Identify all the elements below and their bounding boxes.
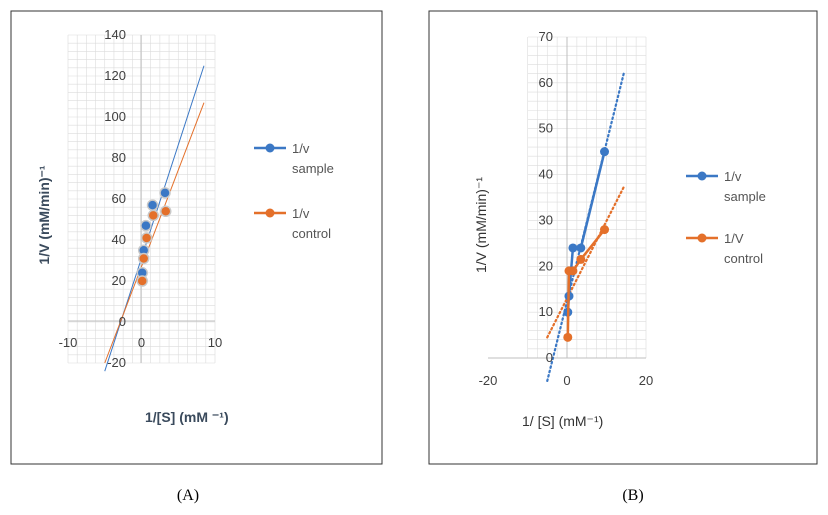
legend-label-control: control [292,226,331,241]
y-axis-label-a: 1/V (mM/min)⁻¹ [36,165,52,265]
y-tick-label: 40 [112,232,126,247]
chart-frame-b [428,10,818,465]
x-tick-label: 20 [639,373,653,388]
y-tick-label: 40 [539,167,553,182]
data-point-control [563,332,573,342]
chart-panel-b: 0 10 20 30 40 50 60 70 -20 0 20 1/ [S] (mM⁻¹) 1/V… [428,10,818,465]
axes-b [488,37,646,359]
caption-b: (B) [622,487,643,504]
legend-marker-control [697,233,707,243]
axes-a [68,35,215,363]
x-tick-label: -20 [479,373,498,388]
data-point-sample [576,243,586,253]
data-point-control [576,254,586,264]
y-tick-label: 30 [539,212,553,227]
data-point-sample [159,187,171,199]
x-tick-labels-b: -20 0 20 [479,373,654,388]
legend-label-control: control [724,251,763,266]
x-tick-label: 0 [138,335,145,350]
legend-marker-sample [265,143,275,153]
legend-label-sample: sample [724,189,766,204]
data-point-control [140,232,153,244]
y-tick-label: 100 [104,109,126,124]
legend-a: 1/v sample 1/v control [254,141,334,241]
data-point-sample [600,147,610,157]
data-point-control [136,275,148,287]
y-tick-label: 120 [104,68,126,83]
data-point-sample [140,219,152,232]
legend-label-sample: 1/v [724,169,742,184]
legend-marker-sample [697,171,707,181]
trendline-control [546,184,626,339]
y-tick-label: 0 [119,314,126,329]
y-tick-label: 140 [104,27,126,42]
legend-label-sample: sample [292,161,334,176]
x-tick-label: 0 [563,373,570,388]
data-point-control [137,252,150,265]
legend-b: 1/v sample 1/V control [686,169,766,266]
data-point-sample [146,199,159,211]
series-a [136,187,172,287]
y-tick-label: 20 [112,273,126,288]
x-tick-labels-a: -10 0 10 [59,335,223,350]
x-axis-label-b: 1/ [S] (mM⁻¹) [522,413,603,429]
x-tick-label: -10 [59,335,78,350]
data-point-control [568,266,578,276]
y-tick-label: 50 [539,121,553,136]
y-tick-label: 20 [539,258,553,273]
y-tick-label: 60 [539,75,553,90]
x-axis-label-a: 1/[S] (mM ⁻¹) [145,409,229,425]
legend-label-sample: 1/v [292,141,310,156]
y-tick-label: 60 [112,191,126,206]
y-tick-label: 0 [546,350,553,365]
data-point-control [600,225,610,235]
x-tick-label: 10 [208,335,222,350]
y-axis-label-b: 1/V (mM/min)⁻¹ [473,177,489,273]
legend-label-control: 1/V [724,231,744,246]
y-tick-label: 70 [539,29,553,44]
y-tick-label: -20 [107,355,126,370]
data-point-control [147,209,160,222]
legend-marker-control [265,208,275,218]
y-tick-label: 80 [112,150,126,165]
y-tick-label: 10 [539,304,553,319]
y-tick-labels-a: -20 0 20 40 60 80 100 120 140 [104,27,126,370]
caption-a: (A) [177,487,199,504]
chart-panel-a: -20 0 20 40 60 80 100 120 140 -10 0 10 1/[S] (mM ⁻… [10,10,383,465]
legend-label-control: 1/v [292,206,310,221]
data-point-control [160,205,172,218]
data-point-sample [568,243,578,253]
series-b [563,147,610,342]
trendline-control [104,102,205,364]
y-tick-labels-b: 0 10 20 30 40 50 60 70 [539,29,553,365]
